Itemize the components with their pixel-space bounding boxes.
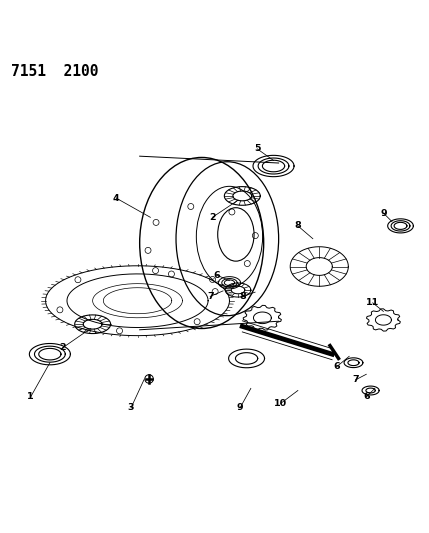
Text: 9: 9: [237, 403, 244, 412]
Text: 8: 8: [295, 221, 301, 230]
Text: 5: 5: [254, 144, 260, 154]
Text: 6: 6: [333, 362, 340, 372]
Text: 11: 11: [366, 298, 379, 308]
Text: 9: 9: [380, 208, 387, 217]
Text: 3: 3: [128, 403, 134, 412]
Text: 2: 2: [209, 213, 216, 222]
Text: 1: 1: [27, 392, 34, 401]
Text: 7: 7: [352, 375, 359, 384]
Text: 7: 7: [207, 292, 214, 301]
Text: 2: 2: [59, 343, 66, 352]
Text: 6: 6: [363, 392, 370, 401]
Text: 10: 10: [274, 399, 287, 408]
Text: 7151  2100: 7151 2100: [12, 64, 99, 79]
Text: 4: 4: [113, 193, 119, 203]
Text: 6: 6: [213, 271, 220, 279]
Text: 8: 8: [239, 292, 246, 301]
